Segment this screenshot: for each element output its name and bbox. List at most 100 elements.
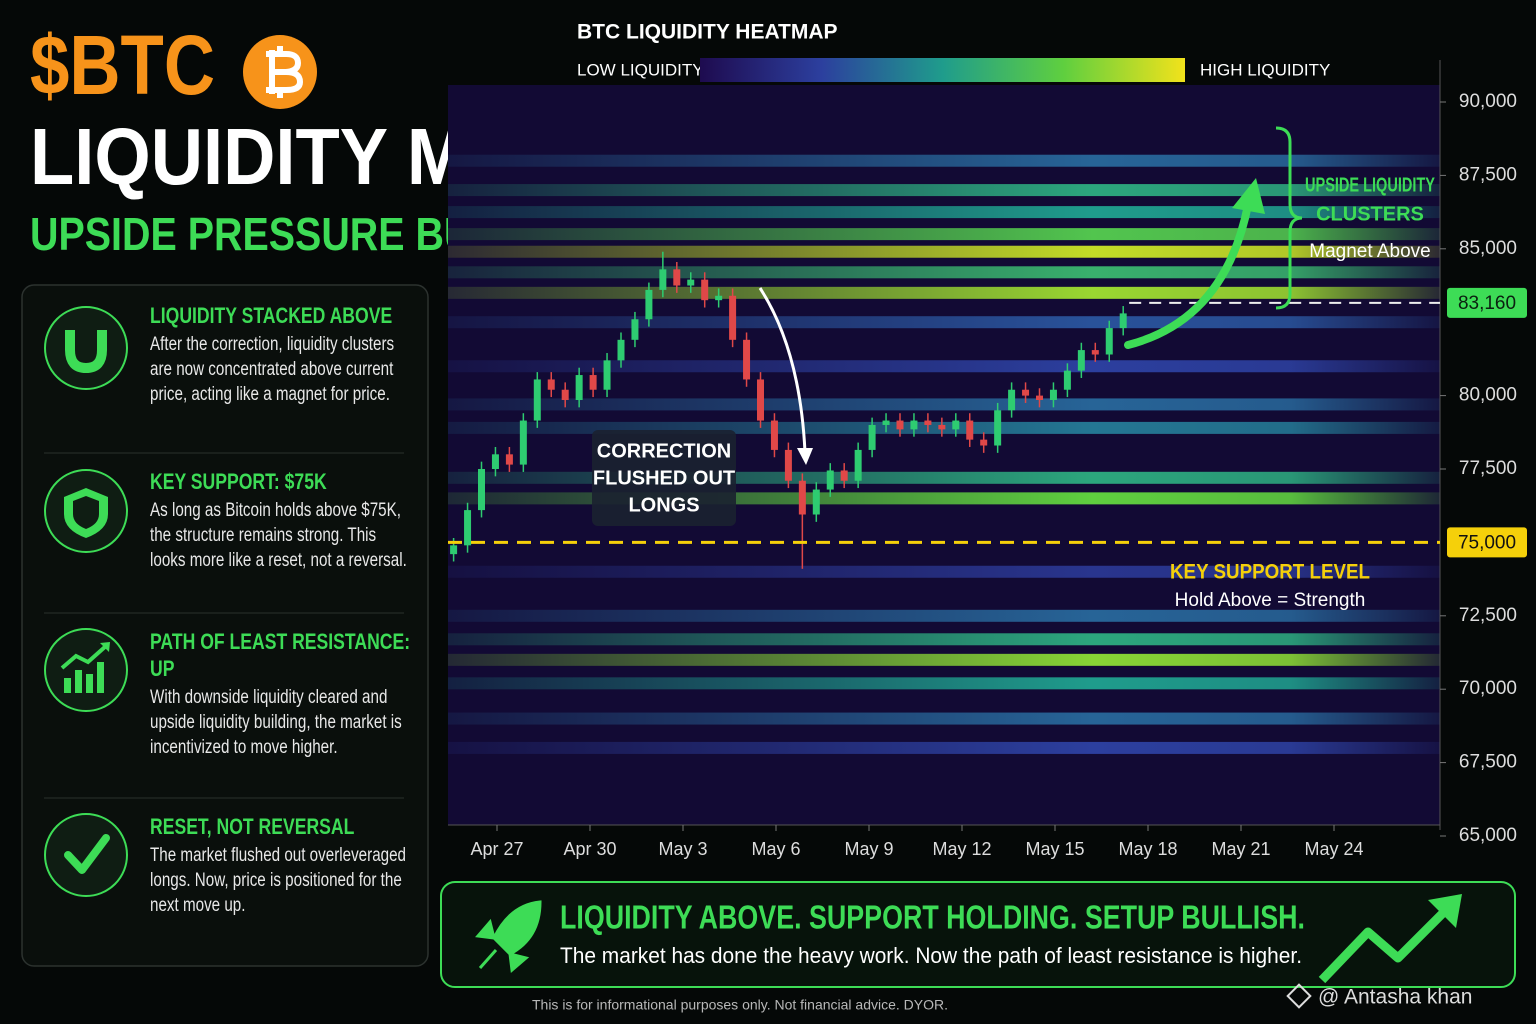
candle-body	[882, 420, 890, 425]
x-tick-label: May 6	[751, 839, 800, 859]
card: PATH OF LEAST RESISTANCE: UP With downsi…	[150, 628, 414, 760]
candle-body	[519, 420, 527, 465]
trend-arrow	[1318, 906, 1450, 984]
x-tick-label: Apr 27	[470, 839, 523, 859]
candle-body	[505, 454, 513, 465]
candle-body	[491, 454, 499, 469]
banner-title: LIQUIDITY ABOVE. SUPPORT HOLDING. SETUP …	[560, 899, 1305, 936]
liquidity-band	[448, 184, 1440, 197]
candle-body	[603, 360, 611, 390]
ticker: $BTC	[30, 18, 215, 112]
card-title: KEY SUPPORT: $75K	[150, 469, 327, 494]
candle-body	[673, 269, 681, 286]
candle-body	[1063, 370, 1071, 390]
candle-body	[910, 420, 918, 430]
price-label: 83,160	[1458, 293, 1516, 314]
upside-arrowhead	[1232, 178, 1265, 214]
magnet-icon	[65, 330, 107, 374]
price-label-box	[1447, 287, 1527, 318]
trend-arrowhead	[1428, 894, 1462, 928]
watermark: @ Antasha khan	[1318, 986, 1472, 1009]
card-text: As long as Bitcoin holds above $75K, the…	[150, 500, 407, 571]
liquidity-band	[448, 633, 1440, 646]
icon-bar	[64, 678, 71, 693]
candle-body	[1049, 389, 1057, 401]
candle-body	[840, 470, 848, 481]
liquidity-band	[448, 286, 1440, 299]
liquidity-band	[448, 316, 1440, 329]
x-tick-label: May 21	[1211, 839, 1270, 859]
axes: 65,000 67,500 70,000 72,500 77,500 80,000 85,0…	[448, 60, 1517, 859]
liquidity-band	[448, 609, 1440, 622]
candle-body	[994, 410, 1002, 446]
candle-body	[1077, 350, 1085, 371]
annotation-text: LONGS	[628, 494, 699, 516]
candle-body	[1105, 328, 1113, 355]
y-tick-label: 85,000	[1459, 238, 1517, 259]
candle-body	[854, 449, 862, 481]
y-tick-label: 80,000	[1459, 385, 1517, 406]
icon-bar	[97, 662, 104, 693]
candle-body	[798, 480, 806, 515]
growth-arrow	[60, 644, 108, 670]
y-tick-label: 65,000	[1459, 825, 1517, 846]
support-note: Hold Above = Strength	[1175, 590, 1366, 611]
card-text: The market flushed out overleveraged lon…	[150, 845, 407, 916]
candle-body	[952, 420, 960, 430]
card: LIQUIDITY STACKED ABOVE After the correc…	[150, 302, 414, 407]
candle-body	[784, 449, 792, 481]
candle-body	[631, 319, 639, 340]
candle-body	[645, 289, 653, 320]
liquidity-band	[448, 206, 1440, 219]
liquidity-band	[448, 360, 1440, 373]
liquidity-band	[448, 154, 1440, 167]
candle-body	[547, 379, 555, 390]
candle-body	[701, 279, 709, 301]
candle-body	[450, 545, 458, 555]
y-tick-label: 72,500	[1459, 605, 1517, 626]
liquidity-band	[448, 245, 1440, 258]
candle-body	[533, 379, 541, 421]
candle-body	[589, 375, 597, 390]
x-tick-label: May 18	[1118, 839, 1177, 859]
annotation-text: Magnet Above	[1309, 241, 1430, 262]
candle-body	[896, 420, 904, 430]
candle-body	[980, 439, 988, 446]
support-title: KEY SUPPORT LEVEL	[1170, 561, 1370, 584]
icon-bar	[75, 670, 82, 693]
colorbar	[700, 58, 1185, 82]
banner	[440, 881, 1516, 988]
chart-title: BTC LIQUIDITY HEATMAP	[577, 21, 838, 44]
annotation-box	[592, 430, 736, 526]
annotation-text: CLUSTERS	[1316, 203, 1424, 225]
colorbar-high-label: HIGH LIQUIDITY	[1200, 60, 1330, 79]
card-text: With downside liquidity cleared and upsi…	[150, 687, 402, 758]
liquidity-band	[448, 565, 1440, 578]
candle-body	[826, 470, 834, 490]
correction-arrow	[758, 287, 807, 453]
candle-body	[659, 269, 667, 290]
liquidity-band	[448, 398, 1440, 411]
candle-body	[617, 339, 625, 361]
y-tick-label: 70,000	[1459, 678, 1517, 699]
liquidity-band	[448, 653, 1440, 666]
heatmap	[448, 154, 1440, 754]
candle-body	[715, 295, 723, 301]
y-tick-label: 77,500	[1459, 458, 1517, 479]
candle-body	[1022, 389, 1030, 396]
candle-body	[743, 339, 751, 380]
card-text: After the correction, liquidity clusters…	[150, 334, 395, 405]
candle-body	[687, 279, 695, 286]
annotation-text: FLUSHED OUT	[593, 467, 735, 489]
candle-body	[868, 424, 876, 450]
candle-body	[938, 424, 946, 430]
candle-body	[561, 389, 569, 401]
y-tick-label: 87,500	[1459, 164, 1517, 185]
icon-ring	[44, 628, 128, 712]
card-title: LIQUIDITY STACKED ABOVE	[150, 303, 393, 328]
bitcoin-symbol	[266, 46, 303, 98]
candle-body	[924, 420, 932, 425]
candle-body	[757, 379, 764, 421]
